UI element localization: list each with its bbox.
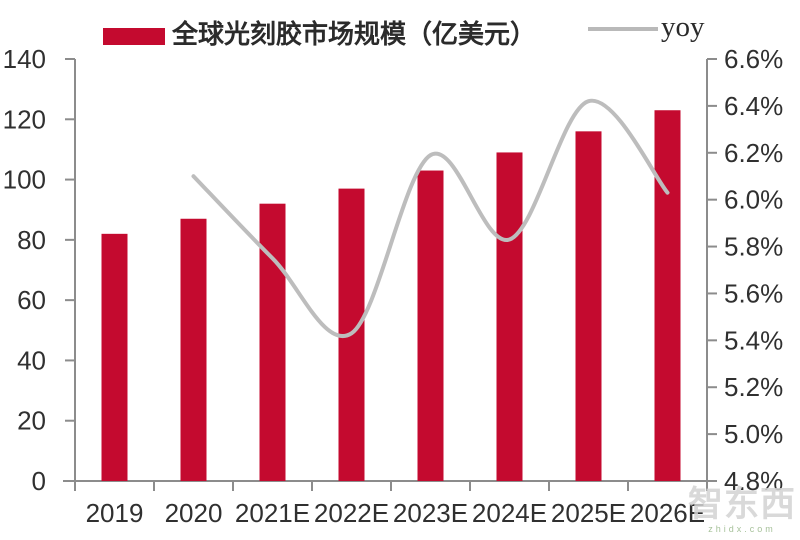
x-axis-category-label: 2024E bbox=[472, 498, 547, 528]
right-axis-tick-label: 6.4% bbox=[724, 91, 783, 121]
x-axis-category-label: 2022E bbox=[314, 498, 389, 528]
right-axis-tick-label: 5.0% bbox=[724, 419, 783, 449]
right-axis-tick-label: 5.8% bbox=[724, 232, 783, 262]
left-axis-tick-label: 80 bbox=[17, 225, 46, 255]
bar-2023E bbox=[417, 170, 444, 481]
yoy-line bbox=[191, 99, 670, 338]
x-axis-category-label: 2026E bbox=[630, 498, 705, 528]
right-axis-tick-label: 6.0% bbox=[724, 185, 783, 215]
legend-line-swatch bbox=[588, 27, 658, 31]
left-axis-tick-label: 40 bbox=[17, 345, 46, 375]
left-axis-tick-label: 140 bbox=[3, 44, 46, 74]
bar-2019 bbox=[101, 233, 128, 481]
right-axis-tick-label: 5.6% bbox=[724, 278, 783, 308]
x-axis-category-label: 2023E bbox=[393, 498, 468, 528]
right-axis-tick-label: 6.2% bbox=[724, 138, 783, 168]
x-axis-category-label: 2025E bbox=[551, 498, 626, 528]
x-axis-category-label: 2020 bbox=[165, 498, 223, 528]
bar-2024E bbox=[496, 152, 523, 481]
left-axis-tick-label: 120 bbox=[3, 104, 46, 134]
left-axis-tick-label: 20 bbox=[17, 406, 46, 436]
right-axis-tick-label: 4.8% bbox=[724, 466, 783, 496]
right-axis-tick-label: 6.6% bbox=[724, 44, 783, 74]
bar-2020 bbox=[180, 218, 207, 481]
left-axis-tick-label: 0 bbox=[32, 466, 46, 496]
x-axis-category-label: 2019 bbox=[86, 498, 144, 528]
x-axis-category-label: 2021E bbox=[235, 498, 310, 528]
legend-line-label: yoy bbox=[661, 11, 705, 43]
bar-2021E bbox=[259, 203, 286, 481]
right-axis-tick-label: 5.2% bbox=[724, 372, 783, 402]
left-axis-tick-label: 60 bbox=[17, 285, 46, 315]
bar-2025E bbox=[575, 131, 602, 482]
legend-bar-label: 全球光刻胶市场规模（亿美元） bbox=[172, 20, 537, 49]
legend-bar-swatch bbox=[103, 28, 165, 45]
right-axis-tick-label: 5.4% bbox=[724, 325, 783, 355]
left-axis-tick-label: 100 bbox=[3, 165, 46, 195]
bar-2026E bbox=[654, 110, 681, 481]
